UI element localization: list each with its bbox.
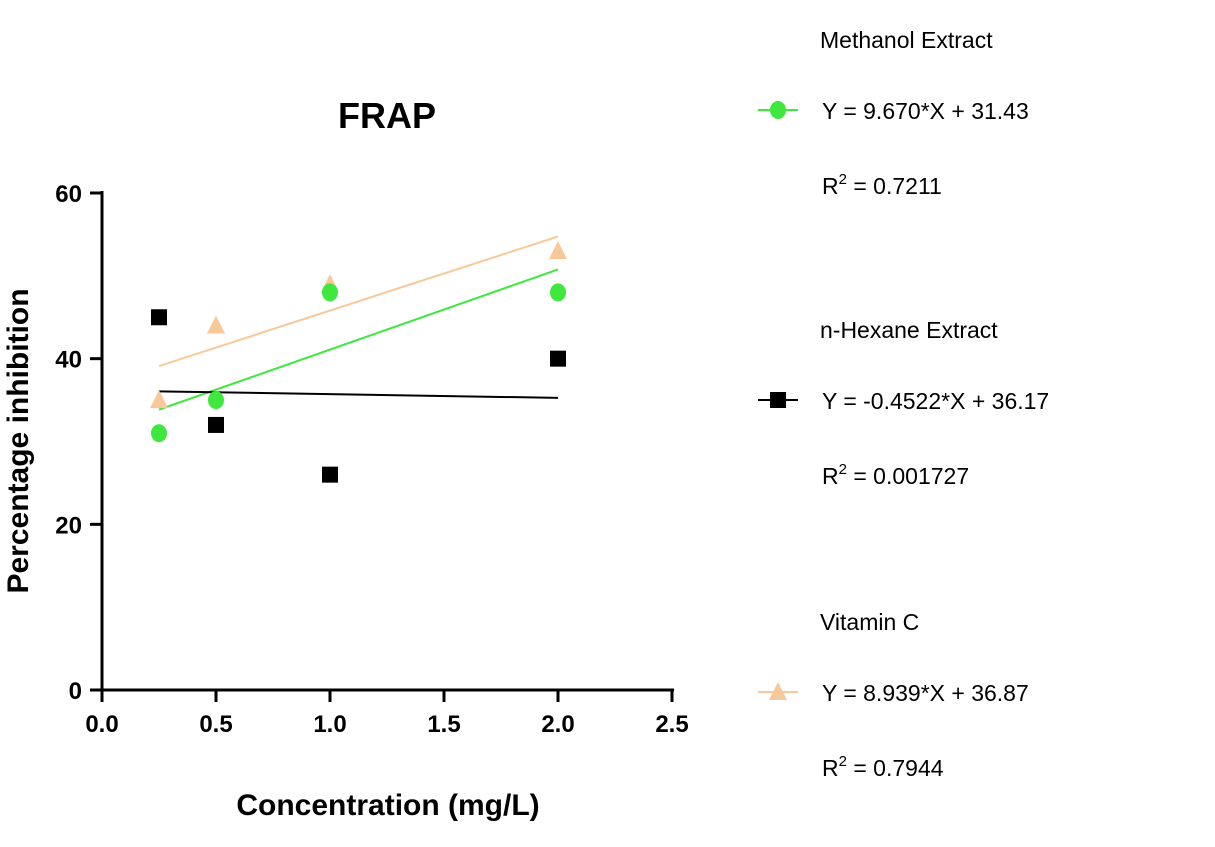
x-tick-label: 1.5	[427, 711, 460, 738]
data-point	[322, 283, 338, 302]
data-point	[549, 240, 567, 259]
legend-equation: Y = 8.939*X + 36.87	[822, 680, 1029, 706]
legend-marker	[769, 682, 787, 700]
legend-equation: Y = 9.670*X + 31.43	[822, 98, 1029, 124]
data-point	[207, 315, 225, 334]
trend-line	[158, 390, 559, 399]
legend-marker	[770, 101, 786, 119]
legend-entry: Methanol Extract Y = 9.670*X + 31.43 R2 = …	[758, 27, 1029, 199]
legend-entry: n-Hexane Extract Y = -0.4522*X + 36.17 R2 …	[758, 317, 1049, 489]
data-point	[322, 466, 338, 483]
x-tick-label: 2.5	[655, 711, 688, 738]
data-point	[151, 424, 167, 443]
trend-line	[158, 235, 559, 368]
data-point	[208, 416, 224, 433]
legend-r-squared: R2 = 0.7944	[822, 753, 944, 781]
x-tick-label: 0.0	[85, 711, 118, 738]
data-point	[151, 309, 167, 326]
y-tick-label: 60	[55, 181, 82, 208]
y-tick-label: 20	[55, 512, 82, 539]
trend-line	[158, 268, 559, 411]
legend-entry: Vitamin C Y = 8.939*X + 36.87 R2 = 0.7944	[758, 609, 1029, 781]
legend-series-name: n-Hexane Extract	[820, 317, 998, 343]
data-point	[550, 350, 566, 367]
data-point	[550, 283, 566, 302]
x-tick-label: 1.0	[313, 711, 346, 738]
y-tick-label: 0	[69, 678, 82, 705]
data-point	[150, 390, 168, 409]
x-tick-label: 0.5	[199, 711, 232, 738]
y-axis-label: Percentage inhibition	[2, 288, 35, 593]
y-tick-label: 40	[55, 347, 82, 374]
legend-equation: Y = -0.4522*X + 36.17	[822, 388, 1049, 414]
legend-r-squared: R2 = 0.001727	[822, 461, 969, 489]
legend-series-name: Vitamin C	[820, 609, 919, 635]
x-axis-label: Concentration (mg/L)	[236, 789, 539, 822]
x-tick-label: 2.0	[541, 711, 574, 738]
data-point	[208, 391, 224, 410]
chart-title: FRAP	[338, 95, 436, 136]
legend-marker	[770, 392, 786, 408]
legend-series-name: Methanol Extract	[820, 27, 993, 53]
legend-r-squared: R2 = 0.7211	[822, 171, 942, 199]
